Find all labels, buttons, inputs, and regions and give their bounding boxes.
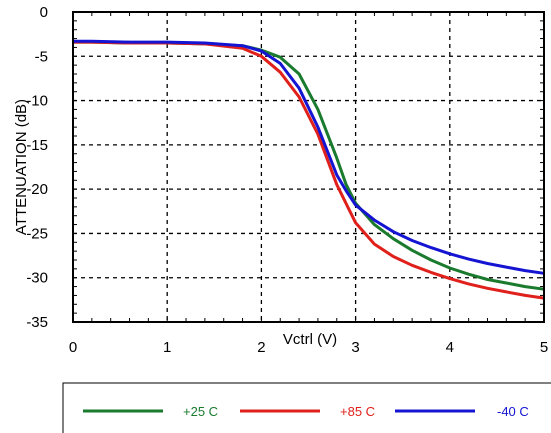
y-tick-label: -35 (26, 314, 48, 331)
y-tick-label: -10 (26, 93, 48, 110)
x-tick-label: 3 (351, 339, 359, 356)
y-axis-label: ATTENUATION (dB) (13, 99, 30, 235)
x-tick-label: 4 (446, 339, 454, 356)
legend-box (62, 382, 551, 433)
y-tick-label: -20 (26, 181, 48, 198)
legend-label-1: +25 C (183, 404, 218, 419)
y-tick-label: -15 (26, 137, 48, 154)
series-line-1 (73, 40, 545, 291)
legend: +25 C +85 C -40 C (62, 382, 551, 433)
y-tick-label: -30 (26, 270, 48, 287)
series-lines (73, 39, 545, 300)
y-tick-label: -25 (26, 225, 48, 242)
legend-items: +25 C +85 C -40 C (83, 404, 529, 419)
series-line-3 (73, 39, 545, 275)
legend-label-2: +85 C (340, 404, 375, 419)
plot-frame (72, 11, 545, 323)
y-tick-label: 0 (40, 4, 48, 21)
legend-label-3: -40 C (497, 404, 529, 419)
x-tick-label: 2 (257, 339, 265, 356)
x-tick-label: 0 (69, 339, 77, 356)
tick-labels: 0 1 2 3 4 5 0 -5 -10 -15 -20 -25 -30 -35 (26, 4, 548, 356)
x-tick-label: 1 (163, 339, 171, 356)
y-tick-label: -5 (35, 48, 48, 65)
x-axis-label: Vctrl (V) (283, 331, 337, 348)
x-tick-label: 5 (540, 339, 548, 356)
